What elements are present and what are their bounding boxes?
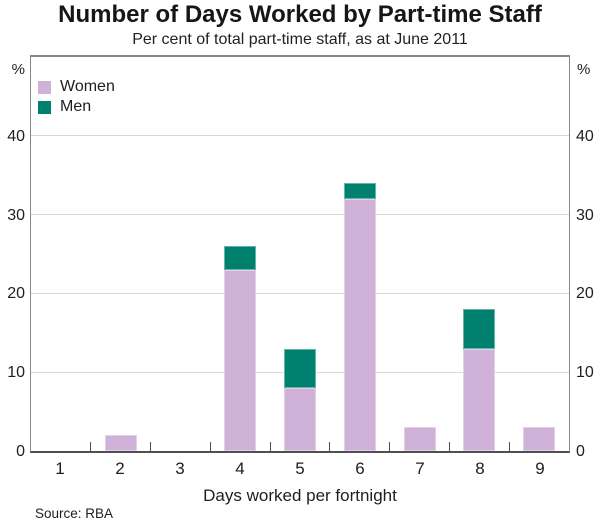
gridline-40 (31, 135, 569, 137)
source-note: Source: RBA (35, 506, 114, 521)
gridline-30 (31, 214, 569, 216)
legend-item-women: Women (38, 77, 115, 97)
x-tick-label-4: 4 (235, 459, 245, 478)
legend-label-women: Women (60, 78, 115, 95)
bar-men-day-5 (284, 348, 316, 388)
y-tick-label-right-40: 40 (576, 127, 594, 145)
x-tick-mark (448, 442, 450, 451)
bar-men-day-6 (343, 183, 376, 199)
y-tick-label-right-30: 30 (576, 206, 594, 224)
y-tick-label-left-0: 0 (16, 443, 25, 460)
y-tick-label-left-10: 10 (7, 364, 25, 382)
bar-women-day-4 (224, 269, 257, 451)
x-tick-label-9: 9 (535, 459, 545, 478)
x-axis-title: Days worked per fortnight (203, 486, 397, 505)
x-tick-label-3: 3 (175, 459, 185, 478)
legend-swatch-women-icon (38, 80, 51, 94)
x-tick-mark (209, 442, 211, 451)
y-tick-label-right-0: 0 (576, 443, 585, 460)
x-tick-label-1: 1 (55, 459, 65, 478)
y-tick-label-right-10: 10 (576, 364, 594, 382)
y-tick-label-left-20: 20 (7, 285, 25, 303)
legend-item-men: Men (38, 97, 115, 117)
plot-area (30, 55, 570, 453)
bar-women-day-6 (343, 198, 376, 451)
legend-swatch-men-icon (38, 100, 51, 114)
y-unit-left: % (11, 61, 25, 78)
bar-women-day-5 (284, 387, 316, 451)
x-tick-label-8: 8 (475, 459, 485, 478)
x-tick-label-5: 5 (295, 459, 305, 478)
bar-men-day-8 (463, 309, 496, 349)
bar-women-day-2 (104, 435, 137, 451)
x-tick-label-2: 2 (115, 459, 125, 478)
x-tick-mark (508, 442, 510, 451)
y-tick-label-left-40: 40 (7, 127, 25, 145)
x-axis-labels: 1 2 3 4 5 6 7 8 9 (30, 459, 570, 481)
chart-title: Number of Days Worked by Part-time Staff (58, 1, 542, 28)
bar-women-day-8 (463, 348, 496, 451)
legend: Women Men (38, 77, 115, 117)
gridline-20 (31, 292, 569, 294)
bar-women-day-7 (403, 427, 436, 451)
bar-men-day-4 (224, 246, 257, 270)
y-tick-label-left-30: 30 (7, 206, 25, 224)
x-tick-mark (150, 442, 152, 451)
x-tick-mark (389, 442, 391, 451)
x-tick-label-6: 6 (355, 459, 365, 478)
x-tick-mark (269, 442, 271, 451)
legend-label-men: Men (60, 98, 92, 115)
chart-subtitle: Per cent of total part-time staff, as at… (132, 31, 468, 48)
x-tick-label-7: 7 (415, 459, 425, 478)
x-tick-mark (90, 442, 92, 451)
bar-women-day-9 (523, 427, 556, 451)
y-tick-label-right-20: 20 (576, 285, 594, 303)
x-tick-mark (329, 442, 331, 451)
y-unit-right: % (577, 61, 591, 78)
